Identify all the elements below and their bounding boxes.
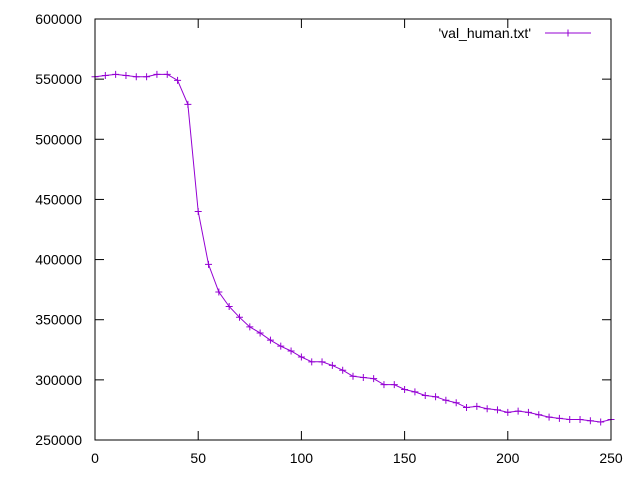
tick-labels: 250000 300000 350000 400000 450000 500000 5500… [35, 11, 623, 466]
y-tick-label-3: 400000 [35, 252, 82, 268]
series-layer [91, 70, 615, 426]
data-point-0-48 [586, 417, 594, 425]
data-point-0-19 [287, 347, 295, 355]
data-point-0-14 [235, 313, 243, 321]
data-point-0-34 [442, 396, 450, 404]
x-tick-label-0: 0 [91, 450, 99, 466]
data-point-0-27 [370, 375, 378, 383]
data-point-0-29 [390, 381, 398, 389]
legend: 'val_human.txt' [438, 25, 591, 41]
data-point-0-15 [246, 323, 254, 331]
data-point-0-18 [277, 342, 285, 350]
data-point-0-31 [411, 388, 419, 396]
data-point-0-8 [174, 76, 182, 84]
data-point-0-10 [194, 207, 202, 215]
data-point-0-32 [421, 391, 429, 399]
data-point-0-20 [297, 353, 305, 361]
legend-label-0: 'val_human.txt' [438, 25, 531, 41]
data-point-0-1 [101, 72, 109, 80]
y-tick-label-6: 550000 [35, 71, 82, 87]
data-point-0-23 [328, 361, 336, 369]
x-tick-label-3: 150 [393, 450, 417, 466]
data-point-0-42 [524, 408, 532, 416]
data-point-0-11 [205, 260, 213, 268]
data-point-0-46 [566, 416, 574, 424]
data-point-0-17 [266, 336, 274, 344]
data-point-0-26 [359, 373, 367, 381]
data-point-0-44 [545, 413, 553, 421]
data-point-0-12 [215, 288, 223, 296]
data-point-0-24 [339, 366, 347, 374]
data-point-0-49 [597, 418, 605, 426]
data-point-0-30 [401, 385, 409, 393]
legend-marker-plus [564, 29, 572, 37]
data-point-0-16 [256, 329, 264, 337]
data-point-0-36 [463, 404, 471, 412]
data-point-0-33 [432, 393, 440, 401]
x-tick-label-1: 50 [190, 450, 206, 466]
plot-frame [94, 18, 612, 441]
data-point-0-47 [576, 416, 584, 424]
data-point-0-25 [349, 372, 357, 380]
data-point-0-7 [163, 70, 171, 78]
y-tick-label-0: 250000 [35, 432, 82, 448]
y-tick-label-2: 350000 [35, 312, 82, 328]
data-point-0-38 [483, 405, 491, 413]
y-tick-label-7: 600000 [35, 11, 82, 27]
data-point-0-13 [225, 302, 233, 310]
y-tick-label-1: 300000 [35, 372, 82, 388]
data-point-0-2 [112, 70, 120, 78]
data-point-0-43 [535, 411, 543, 419]
data-point-0-6 [153, 70, 161, 78]
series-line-0 [94, 73, 612, 423]
data-point-0-28 [380, 381, 388, 389]
data-point-0-9 [184, 100, 192, 108]
data-point-0-35 [452, 399, 460, 407]
data-point-0-45 [555, 414, 563, 422]
x-tick-label-4: 200 [496, 450, 520, 466]
data-point-0-40 [504, 408, 512, 416]
x-tick-label-2: 100 [290, 450, 314, 466]
legend-marker-0 [564, 29, 572, 37]
data-point-0-22 [318, 358, 326, 366]
data-point-0-4 [132, 73, 140, 81]
y-tick-label-5: 500000 [35, 131, 82, 147]
y-tick-label-4: 450000 [35, 191, 82, 207]
data-point-0-39 [493, 406, 501, 414]
data-point-0-3 [122, 72, 130, 80]
data-point-0-5 [143, 73, 151, 81]
data-point-0-37 [473, 402, 481, 410]
x-tick-label-5: 250 [599, 450, 623, 466]
data-point-0-41 [514, 407, 522, 415]
data-point-0-21 [308, 358, 316, 366]
